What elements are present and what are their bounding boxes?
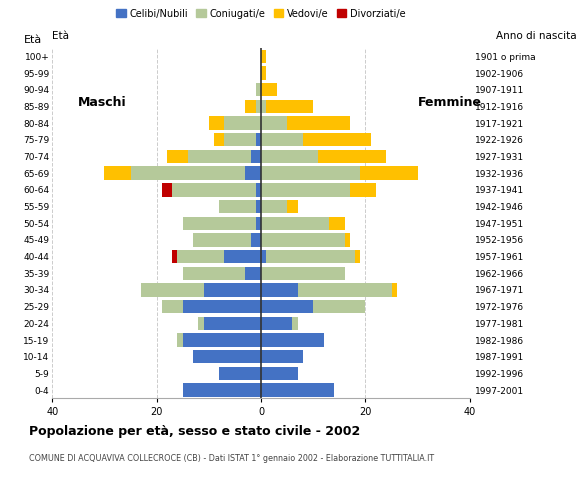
Bar [261, 83, 277, 96]
Bar [167, 150, 188, 163]
Text: Femmine: Femmine [418, 96, 481, 109]
Bar [224, 117, 261, 130]
Bar [392, 283, 397, 297]
Bar [261, 216, 329, 230]
Bar [261, 150, 318, 163]
Bar [224, 133, 256, 146]
Bar [266, 100, 313, 113]
Bar [209, 117, 224, 130]
Bar [183, 333, 261, 347]
Text: Maschi: Maschi [78, 96, 127, 109]
Bar [224, 250, 261, 263]
Bar [183, 300, 261, 313]
Bar [245, 266, 261, 280]
Bar [298, 283, 392, 297]
Bar [261, 266, 345, 280]
Bar [104, 167, 130, 180]
Bar [318, 150, 386, 163]
Bar [183, 384, 261, 397]
Bar [360, 167, 418, 180]
Bar [256, 216, 261, 230]
Bar [130, 167, 245, 180]
Bar [193, 233, 251, 247]
Bar [345, 233, 350, 247]
Bar [204, 283, 261, 297]
Legend: Celibi/Nubili, Coniugati/e, Vedovi/e, Divorziati/e: Celibi/Nubili, Coniugati/e, Vedovi/e, Di… [113, 5, 409, 23]
Bar [162, 300, 183, 313]
Bar [261, 100, 266, 113]
Bar [245, 167, 261, 180]
Bar [355, 250, 360, 263]
Bar [177, 333, 183, 347]
Bar [261, 350, 303, 363]
Bar [261, 133, 303, 146]
Bar [261, 317, 292, 330]
Bar [261, 183, 350, 196]
Bar [303, 133, 371, 146]
Bar [256, 183, 261, 196]
Bar [261, 49, 266, 63]
Bar [251, 233, 261, 247]
Bar [350, 183, 376, 196]
Bar [198, 317, 204, 330]
Bar [219, 200, 256, 213]
Text: Popolazione per età, sesso e stato civile - 2002: Popolazione per età, sesso e stato civil… [29, 425, 360, 438]
Bar [162, 183, 172, 196]
Text: Anno di nascita: Anno di nascita [496, 31, 577, 41]
Bar [256, 100, 261, 113]
Bar [287, 200, 298, 213]
Bar [141, 283, 204, 297]
Bar [245, 100, 256, 113]
Bar [193, 350, 261, 363]
Bar [261, 300, 313, 313]
Bar [261, 233, 345, 247]
Bar [261, 117, 287, 130]
Bar [261, 384, 334, 397]
Bar [287, 117, 350, 130]
Bar [204, 317, 261, 330]
Bar [261, 367, 298, 380]
Bar [266, 250, 355, 263]
Bar [172, 183, 256, 196]
Bar [261, 167, 360, 180]
Bar [172, 250, 177, 263]
Bar [329, 216, 345, 230]
Bar [177, 250, 224, 263]
Bar [261, 333, 324, 347]
Bar [292, 317, 298, 330]
Text: Età: Età [24, 35, 42, 45]
Bar [219, 367, 261, 380]
Bar [183, 216, 256, 230]
Bar [251, 150, 261, 163]
Bar [256, 83, 261, 96]
Bar [214, 133, 224, 146]
Bar [261, 66, 266, 80]
Bar [183, 266, 245, 280]
Bar [261, 250, 266, 263]
Text: Età: Età [52, 31, 69, 41]
Bar [256, 200, 261, 213]
Bar [256, 133, 261, 146]
Bar [261, 200, 287, 213]
Bar [188, 150, 251, 163]
Bar [261, 283, 298, 297]
Text: COMUNE DI ACQUAVIVA COLLECROCE (CB) - Dati ISTAT 1° gennaio 2002 - Elaborazione : COMUNE DI ACQUAVIVA COLLECROCE (CB) - Da… [29, 454, 434, 463]
Bar [313, 300, 365, 313]
